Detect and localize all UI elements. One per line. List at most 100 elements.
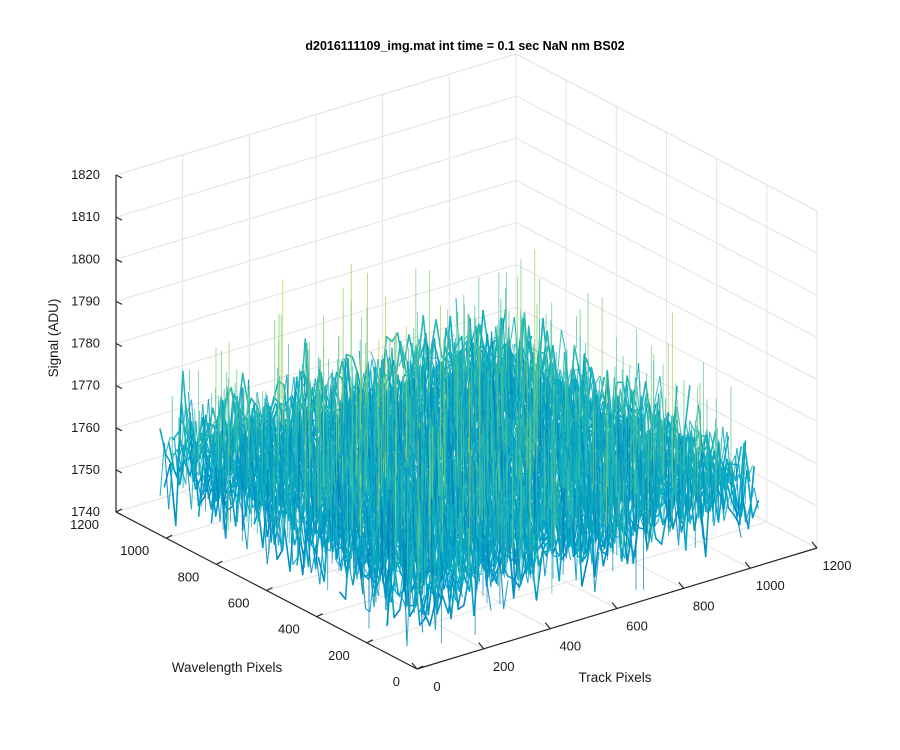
- z-tick-mark: [115, 385, 123, 390]
- surface-segment: [182, 444, 188, 466]
- backwall-gridline-z: [115, 264, 517, 387]
- surface-segment: [694, 478, 703, 525]
- surface-segment: [176, 447, 183, 469]
- surface-segment: [315, 529, 321, 551]
- surface-segment: [439, 549, 445, 590]
- surface-segment: [163, 463, 171, 488]
- surface-segment: [223, 479, 231, 500]
- y-tick-mark: [316, 613, 323, 618]
- x-tick-mark: [611, 602, 618, 609]
- surface-segment: [290, 501, 297, 522]
- surface-segment: [581, 552, 589, 563]
- surface-segment: [417, 549, 424, 565]
- surface-segment: [163, 443, 170, 510]
- surface-segment: [219, 417, 225, 454]
- surface-segment: [326, 511, 332, 522]
- x-tick-mark: [544, 622, 551, 630]
- surface-segment: [460, 555, 466, 582]
- surface-segment: [319, 525, 325, 585]
- surface-segment: [185, 403, 191, 432]
- surface-segment: [215, 468, 221, 522]
- surface-segment: [302, 512, 308, 529]
- surface-segment: [737, 442, 745, 512]
- sidewall-gridline-z: [515, 95, 818, 254]
- surface-segment: [303, 516, 310, 545]
- surface-segment: [419, 595, 425, 613]
- surface-segment: [426, 566, 432, 586]
- surface-segment: [257, 483, 266, 512]
- surface-segment: [451, 573, 460, 607]
- surface-segment: [217, 427, 224, 478]
- surface-segment: [352, 492, 358, 514]
- surface-segment: [242, 495, 248, 531]
- surface-segment: [620, 498, 629, 562]
- x-tick-mark: [811, 541, 818, 549]
- y-tick-mark: [115, 508, 123, 513]
- surface-segment: [206, 460, 212, 476]
- z-tick-mark: [115, 300, 123, 305]
- sidewall-gridline-z: [515, 222, 818, 380]
- surface-segment: [258, 500, 264, 507]
- x-tick-mark: [478, 642, 485, 650]
- sidewall-gridline-z: [515, 179, 818, 338]
- surface-segment: [351, 355, 359, 375]
- surface-segment: [216, 407, 222, 450]
- sidewall-gridline-z: [515, 137, 818, 296]
- surface-segment: [181, 467, 187, 485]
- surface-segment: [280, 508, 287, 553]
- backwall-gridline-z: [115, 137, 517, 260]
- surface-segment: [602, 539, 610, 567]
- surface-segment: [165, 453, 173, 465]
- surface-segment: [590, 366, 598, 396]
- floor-gridline-y: [366, 521, 767, 644]
- surface-segment: [429, 319, 437, 355]
- surface-segment: [746, 469, 754, 519]
- surface-segment: [400, 562, 406, 567]
- surface-segment: [397, 589, 405, 596]
- surface-segment: [188, 391, 194, 482]
- surface-segment: [450, 574, 456, 601]
- surface-segment: [235, 481, 241, 490]
- surface-segment: [342, 523, 348, 538]
- surface-segment: [306, 527, 312, 574]
- surface-segment: [399, 563, 405, 598]
- surface-segment: [199, 437, 205, 443]
- sidewall-gridline-z: [515, 306, 818, 465]
- surface-segment: [236, 462, 242, 485]
- surface-segment: [277, 512, 284, 546]
- surface-segment: [391, 332, 399, 343]
- surface-segment: [514, 510, 522, 585]
- y-tick-mark: [266, 586, 273, 592]
- surface-segment: [339, 591, 347, 601]
- surface-segment: [173, 437, 180, 487]
- surface-segment: [337, 523, 344, 538]
- surface-segment: [413, 564, 421, 626]
- surface-segment: [655, 537, 663, 546]
- surface-segment: [310, 549, 317, 574]
- z-tick-mark: [115, 469, 123, 474]
- surface-segment: [230, 482, 237, 496]
- surface-segment: [240, 387, 247, 462]
- z-tick-mark: [115, 427, 123, 432]
- surface-segment: [283, 525, 291, 572]
- surface-segment: [345, 559, 351, 571]
- surface-segment: [354, 493, 361, 530]
- surface-segment: [196, 479, 202, 499]
- y-tick-mark: [416, 665, 424, 670]
- surface-segment: [411, 581, 420, 591]
- top-edge-back: [115, 53, 517, 176]
- y-tick-mark: [366, 639, 374, 644]
- surface-segment: [356, 532, 362, 580]
- surface-segment: [317, 503, 324, 519]
- sidewall-gridline-z: [515, 264, 818, 423]
- surface-segment: [443, 563, 449, 590]
- surface-segment: [165, 437, 171, 454]
- surface-segment: [369, 492, 375, 521]
- surface-segment: [172, 430, 180, 441]
- surface-segment: [529, 552, 538, 601]
- z-tick-mark: [115, 216, 123, 221]
- surface-segment: [282, 477, 288, 486]
- surface-segment: [389, 542, 395, 550]
- surface-segment: [463, 563, 469, 569]
